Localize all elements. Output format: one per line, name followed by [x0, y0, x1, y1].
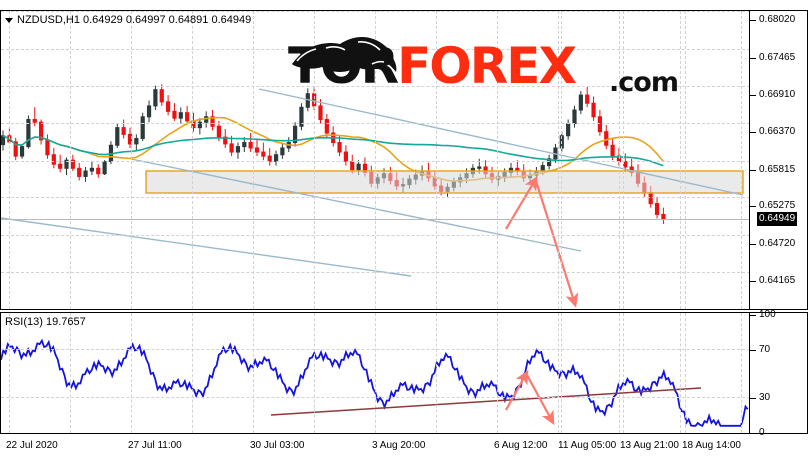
- time-axis-label: 3 Aug 20:00: [372, 440, 426, 451]
- price-axis-label: 0.66370: [759, 125, 796, 137]
- gridline-vertical: [9, 313, 10, 433]
- gridline-vertical: [9, 11, 10, 309]
- gridline-vertical: [192, 11, 193, 309]
- gridline-vertical: [623, 11, 624, 309]
- gridline-vertical: [497, 11, 498, 309]
- time-axis-label: 22 Jul 2020: [6, 440, 58, 451]
- gridline-vertical: [375, 11, 376, 309]
- torforex-watermark: TORFOREX .com: [288, 34, 679, 98]
- gridline-vertical: [497, 313, 498, 433]
- current-price-label: 0.64949: [757, 212, 798, 227]
- gridline-vertical: [436, 313, 437, 433]
- price-plot-area[interactable]: [1, 11, 750, 309]
- price-axis-label: 0.65815: [759, 163, 796, 175]
- time-axis-label: 13 Aug 21:00: [620, 440, 679, 451]
- price-axis-label: 0.64720: [759, 237, 796, 249]
- gridline-vertical: [561, 313, 562, 433]
- price-header-text: NZDUSD,H1 0.64929 0.64997 0.64891 0.6494…: [17, 14, 252, 26]
- rsi-axis-tick: [750, 350, 756, 351]
- gridline-vertical: [314, 313, 315, 433]
- gridline-vertical: [253, 313, 254, 433]
- gridline-vertical: [314, 11, 315, 309]
- gridline-vertical: [685, 313, 686, 433]
- gridline-vertical: [253, 11, 254, 309]
- rsi-axis-label: 100: [759, 309, 776, 320]
- gridline-vertical: [623, 313, 624, 433]
- gridline-vertical: [375, 313, 376, 433]
- price-axis-tick: [750, 206, 756, 208]
- gridline-vertical: [680, 313, 681, 433]
- time-axis-label: 18 Aug 14:00: [682, 440, 741, 451]
- watermark-dotcom: .com: [609, 67, 679, 98]
- caret-down-icon[interactable]: [5, 17, 13, 23]
- price-axis[interactable]: 0.68020 0.67465 0.66910 0.66370 0.65815 0.652…: [749, 10, 808, 323]
- price-axis-label: 0.66910: [759, 89, 796, 101]
- watermark-forex: FOREX: [397, 37, 577, 95]
- gridline-vertical: [131, 313, 132, 433]
- gridline-vertical: [685, 11, 686, 309]
- gridline-vertical: [619, 313, 620, 433]
- rsi-axis[interactable]: 100 70 30 0: [749, 309, 808, 438]
- time-axis-label: 11 Aug 05:00: [558, 440, 617, 451]
- rsi-panel: [0, 312, 808, 434]
- price-header: NZDUSD,H1 0.64929 0.64997 0.64891 0.6494…: [5, 14, 251, 26]
- price-axis-label: 0.65275: [759, 200, 796, 212]
- rsi-axis-label: 0: [759, 427, 765, 438]
- gridline-vertical: [558, 11, 559, 309]
- time-axis-label: 30 Jul 03:00: [250, 440, 305, 451]
- gridline-vertical: [70, 11, 71, 309]
- time-axis-label: 6 Aug 12:00: [494, 440, 548, 451]
- rsi-axis-tick: [750, 398, 756, 399]
- rsi-axis-label: 30: [759, 392, 771, 403]
- rsi-axis-tick: [750, 433, 756, 434]
- price-axis-label: 0.67465: [759, 51, 796, 63]
- current-price-line: [1, 219, 750, 221]
- price-axis-tick: [750, 95, 756, 97]
- price-axis-label: 0.68020: [759, 14, 796, 25]
- gridline-vertical: [741, 11, 742, 309]
- gridline-vertical: [70, 313, 71, 433]
- gridline-vertical: [558, 313, 559, 433]
- gridline-vertical: [619, 11, 620, 309]
- price-axis-tick: [750, 57, 756, 59]
- price-axis-tick: [750, 20, 756, 21]
- gridline-vertical: [436, 11, 437, 309]
- gridline-vertical: [561, 11, 562, 309]
- gridline-vertical: [192, 313, 193, 433]
- time-axis-label: 27 Jul 11:00: [128, 440, 182, 451]
- rsi-header: RSI(13) 19.7657: [5, 316, 86, 328]
- price-axis-tick: [750, 169, 756, 171]
- bull-icon: [292, 37, 397, 72]
- gridline-vertical: [741, 313, 742, 433]
- rsi-axis-tick: [750, 315, 756, 316]
- price-axis-tick: [750, 131, 756, 133]
- price-chart-svg: [1, 84, 744, 308]
- rsi-axis-label: 70: [759, 344, 771, 355]
- price-axis-label: 0.64165: [759, 275, 796, 287]
- gridline-vertical: [131, 11, 132, 309]
- price-axis-tick: [750, 281, 756, 283]
- price-axis-tick: [750, 243, 756, 245]
- rsi-plot-area[interactable]: [1, 313, 750, 433]
- gridline-vertical: [680, 11, 681, 309]
- price-panel: [0, 10, 808, 310]
